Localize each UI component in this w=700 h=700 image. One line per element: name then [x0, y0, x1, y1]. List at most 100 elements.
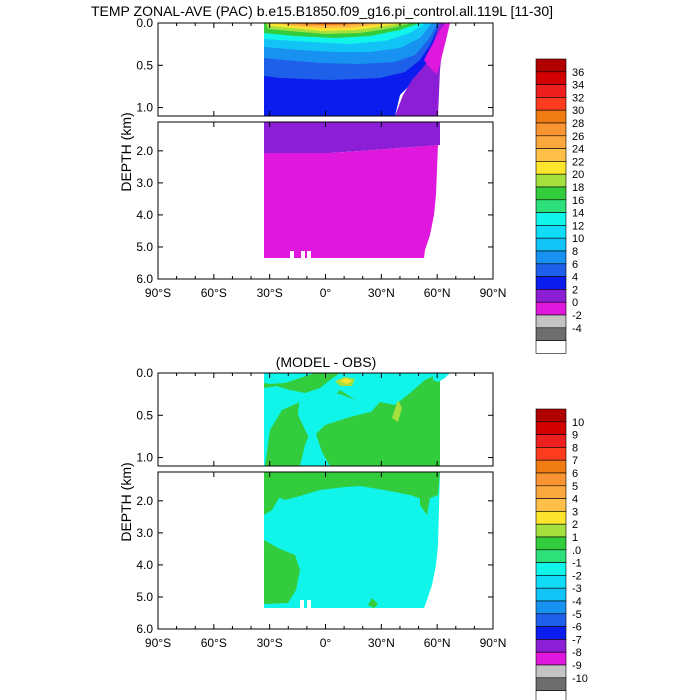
colorbar-swatch	[535, 485, 567, 499]
colorbar-label: 22	[572, 156, 584, 168]
bias-upper-field	[264, 373, 450, 466]
colorbar-swatch	[535, 664, 567, 679]
colorbar-label: -7	[572, 634, 582, 646]
colorbar-swatch	[535, 276, 567, 290]
y-tick-label: 2.0	[136, 144, 153, 158]
colorbar-label: 30	[572, 105, 584, 117]
colorbar-swatch	[535, 314, 567, 329]
x-tick-label: 0°	[320, 286, 332, 300]
y-tick-label: 0.5	[136, 408, 153, 422]
colorbar-label: 10	[572, 233, 584, 245]
bias-lower-field	[264, 472, 440, 609]
colorbar-label: -1	[572, 558, 582, 570]
colorbar-swatch	[535, 587, 567, 602]
y-tick-label: 1.0	[136, 451, 153, 465]
y-tick-label: 4.0	[136, 558, 153, 572]
colorbar-swatch	[535, 225, 567, 239]
colorbar-swatch	[535, 109, 567, 124]
colorbar-label: 2	[572, 284, 578, 296]
y-tick-label: 3.0	[136, 526, 153, 540]
colorbar-label: -4	[572, 323, 582, 335]
colorbar-swatch	[535, 690, 567, 700]
colorbar-label: 36	[572, 67, 584, 79]
colorbar-label: 20	[572, 169, 584, 181]
colorbar-swatch	[535, 575, 567, 589]
colorbar-swatch	[535, 434, 567, 448]
x-tick-label: 30°N	[368, 286, 395, 300]
colorbar-label: -2	[572, 570, 582, 582]
colorbar-swatch	[535, 511, 567, 525]
colorbar-swatch	[535, 651, 567, 666]
colorbar-swatch	[535, 327, 567, 341]
colorbar-swatch	[535, 549, 567, 563]
colorbar-swatch	[535, 408, 567, 423]
colorbar-swatch	[535, 523, 567, 538]
colorbar-swatch	[535, 71, 567, 85]
colorbar-swatch	[535, 135, 567, 149]
colorbar-swatch	[535, 173, 567, 188]
y-tick-label: 2.0	[136, 494, 153, 508]
x-tick-label: 60°S	[201, 286, 227, 300]
colorbar-label: 12	[572, 220, 584, 232]
colorbar-swatch	[535, 562, 567, 576]
y-tick-label: 5.0	[136, 240, 153, 254]
colorbar-label: 8	[572, 246, 578, 258]
colorbar-swatch	[535, 421, 567, 435]
temp-axes: 90°S 60°S 30°S 0° 30°N 60°N 90°N 0.0 0.5 1.0 2.0 3.…	[136, 16, 506, 300]
x-tick-label: 30°S	[257, 286, 283, 300]
colorbar-swatch	[535, 447, 567, 461]
colorbar-swatch	[535, 301, 567, 316]
x-tick-label: 0°	[320, 636, 332, 650]
colorbar-swatch	[535, 199, 567, 213]
colorbar-label: -6	[572, 622, 582, 634]
colorbar-label: 34	[572, 80, 584, 92]
colorbar-swatch	[535, 677, 567, 691]
colorbar-swatch	[535, 289, 567, 303]
colorbar-label: 26	[572, 131, 584, 143]
y-tick-label: 0.0	[136, 366, 153, 380]
colorbar-label: 10	[572, 417, 584, 429]
colorbar-swatch	[535, 58, 567, 73]
colorbar-label: 9	[572, 430, 578, 442]
colorbar-label: 1	[572, 532, 578, 544]
colorbar-swatch	[535, 459, 567, 474]
colorbar-label: -4	[572, 596, 582, 608]
x-tick-label: 90°S	[145, 286, 171, 300]
colorbar-label: 24	[572, 144, 584, 156]
temp-ylabel: DEPTH (km)	[118, 112, 134, 191]
y-tick-label: 1.0	[136, 101, 153, 115]
bias-ylabel: DEPTH (km)	[118, 462, 134, 541]
y-tick-label: 5.0	[136, 590, 153, 604]
colorbar-swatch	[535, 600, 567, 615]
colorbar-label: -9	[572, 660, 582, 672]
x-tick-label: 60°N	[424, 636, 451, 650]
colorbar-swatch	[535, 639, 567, 653]
chart-title-bias: (MODEL - OBS)	[276, 354, 377, 370]
colorbar-label: -3	[572, 583, 582, 595]
colorbar-swatch	[535, 626, 567, 640]
x-tick-label: 60°N	[424, 286, 451, 300]
x-tick-label: 30°S	[257, 636, 283, 650]
colorbar-swatch	[535, 186, 567, 201]
colorbar-label: 28	[572, 118, 584, 130]
colorbar-swatch	[535, 472, 567, 487]
y-tick-label: 3.0	[136, 176, 153, 190]
colorbar-label: 0	[572, 297, 578, 309]
temp-lower-field	[264, 122, 440, 259]
bias-axes: 90°S 60°S 30°S 0° 30°N 60°N 90°N 0.0 0.5 1.0 2.0 3.…	[136, 366, 506, 650]
colorbar-swatch	[535, 250, 567, 265]
colorbar-label: -5	[572, 609, 582, 621]
colorbar-label: -10	[572, 673, 588, 685]
colorbar-label: -8	[572, 647, 582, 659]
y-tick-label: 6.0	[136, 272, 153, 286]
temp-upper-field	[264, 23, 450, 116]
colorbar-label: .0	[572, 545, 581, 557]
colorbar-swatch	[535, 161, 567, 175]
colorbar-swatch	[535, 212, 567, 226]
colorbar-swatch	[535, 84, 567, 98]
colorbar-swatch	[535, 613, 567, 627]
colorbar-label: 6	[572, 468, 578, 480]
